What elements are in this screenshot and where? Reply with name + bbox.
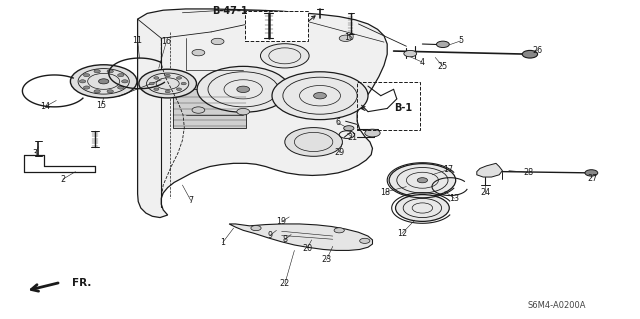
Polygon shape [477, 163, 502, 177]
Text: 21: 21 [347, 133, 357, 142]
Text: 13: 13 [449, 194, 460, 203]
Text: 12: 12 [397, 229, 407, 238]
Text: B-47-1: B-47-1 [212, 6, 248, 16]
Text: 20: 20 [302, 244, 312, 253]
Circle shape [197, 66, 289, 112]
Circle shape [389, 164, 456, 197]
Circle shape [165, 90, 170, 93]
Circle shape [154, 77, 159, 79]
Circle shape [192, 49, 205, 56]
Circle shape [177, 88, 182, 91]
Text: 8: 8 [282, 235, 287, 244]
Circle shape [107, 90, 113, 93]
Circle shape [251, 226, 261, 231]
Text: 15: 15 [96, 101, 106, 110]
Circle shape [122, 80, 128, 83]
Text: FR.: FR. [72, 278, 91, 288]
Circle shape [99, 79, 109, 84]
Circle shape [237, 108, 250, 115]
Circle shape [344, 126, 354, 131]
Circle shape [522, 50, 538, 58]
Circle shape [83, 74, 90, 77]
Text: 17: 17 [443, 165, 453, 174]
Bar [173, 89, 246, 128]
Circle shape [272, 72, 368, 120]
Polygon shape [229, 224, 372, 250]
Text: 14: 14 [40, 102, 50, 111]
Text: B-1: B-1 [394, 103, 412, 114]
FancyBboxPatch shape [245, 11, 308, 41]
Circle shape [334, 228, 344, 233]
Circle shape [360, 238, 370, 243]
Text: 3: 3 [33, 149, 38, 158]
Text: 22: 22 [280, 279, 290, 288]
Circle shape [404, 50, 417, 57]
Circle shape [192, 107, 205, 113]
Circle shape [94, 70, 100, 73]
Circle shape [139, 69, 196, 98]
Text: 16: 16 [161, 37, 172, 46]
Circle shape [118, 86, 124, 89]
Text: 29: 29 [334, 148, 344, 157]
Text: 9: 9 [268, 231, 273, 240]
Text: 10: 10 [344, 33, 354, 42]
Circle shape [339, 35, 352, 41]
Text: 26: 26 [532, 46, 543, 55]
Circle shape [118, 74, 124, 77]
Circle shape [165, 74, 170, 77]
Circle shape [154, 88, 159, 91]
Circle shape [237, 86, 250, 93]
Text: 24: 24 [480, 189, 490, 197]
Text: 27: 27 [587, 174, 597, 182]
Circle shape [107, 70, 113, 73]
Polygon shape [138, 9, 387, 218]
Circle shape [285, 128, 342, 156]
Text: 2: 2 [60, 175, 65, 184]
Text: 18: 18 [380, 188, 390, 197]
Text: 4: 4 [420, 58, 425, 67]
Circle shape [79, 80, 86, 83]
Circle shape [181, 82, 186, 85]
Circle shape [177, 77, 182, 79]
Text: 25: 25 [438, 62, 448, 71]
Circle shape [585, 170, 598, 176]
Circle shape [417, 178, 428, 183]
Text: 19: 19 [276, 217, 287, 226]
Circle shape [314, 93, 326, 99]
Text: 28: 28 [523, 168, 533, 177]
Circle shape [294, 33, 307, 39]
Text: 7: 7 [188, 196, 193, 205]
Circle shape [365, 129, 380, 137]
Text: 6: 6 [335, 118, 340, 127]
Circle shape [149, 82, 154, 85]
Circle shape [83, 86, 90, 89]
Circle shape [211, 38, 224, 45]
Circle shape [396, 195, 449, 221]
Text: S6M4-A0200A: S6M4-A0200A [527, 301, 586, 310]
Text: 5: 5 [458, 36, 463, 45]
Text: 11: 11 [132, 36, 143, 45]
Text: 1: 1 [220, 238, 225, 247]
Circle shape [94, 90, 100, 93]
Text: 23: 23 [321, 256, 332, 264]
Circle shape [260, 44, 309, 68]
Circle shape [70, 65, 137, 98]
Circle shape [436, 41, 449, 48]
